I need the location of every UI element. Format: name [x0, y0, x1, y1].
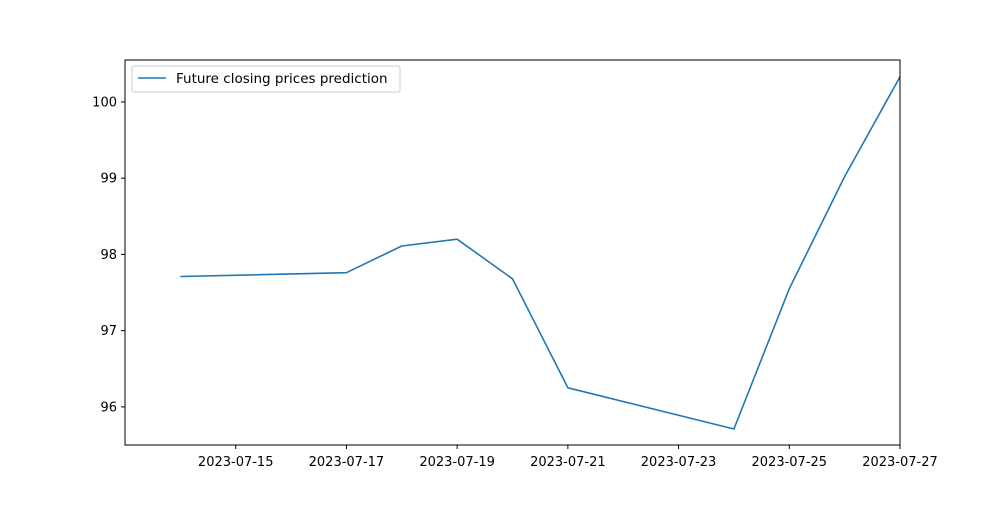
legend-box [131, 65, 401, 93]
x-tick-label: 2023-07-23 [641, 455, 717, 470]
x-tick-label: 2023-07-15 [198, 455, 274, 470]
data-point [401, 245, 403, 247]
y-tick-label: 98 [100, 248, 117, 263]
data-point [345, 272, 347, 274]
data-point [456, 238, 458, 240]
y-tick-label: 99 [100, 172, 117, 187]
data-point [179, 276, 181, 278]
x-tick-label: 2023-07-17 [309, 455, 385, 470]
data-point [844, 176, 846, 178]
x-tick-label: 2023-07-27 [862, 455, 938, 470]
legend-label: Future closing prices prediction [176, 71, 388, 87]
plot-frame [124, 59, 901, 446]
y-tick-label: 97 [100, 324, 117, 339]
data-point [567, 387, 569, 389]
data-point [733, 428, 735, 430]
y-tick-label: 96 [100, 400, 117, 415]
x-axis: 2023-07-15 2023-07-17 2023-07-19 2023-07-21… [198, 445, 938, 470]
data-point [512, 278, 514, 280]
x-tick-label: 2023-07-21 [530, 455, 606, 470]
plot-area [125, 60, 900, 445]
x-tick-label: 2023-07-19 [419, 455, 495, 470]
y-axis: 96 97 98 99 100 [92, 95, 125, 415]
series-line [180, 76, 901, 430]
legend: Future closing prices prediction [131, 65, 401, 93]
data-point [788, 288, 790, 290]
x-tick-label: 2023-07-25 [752, 455, 828, 470]
y-tick-label: 100 [92, 95, 117, 110]
series-layer [179, 76, 901, 430]
